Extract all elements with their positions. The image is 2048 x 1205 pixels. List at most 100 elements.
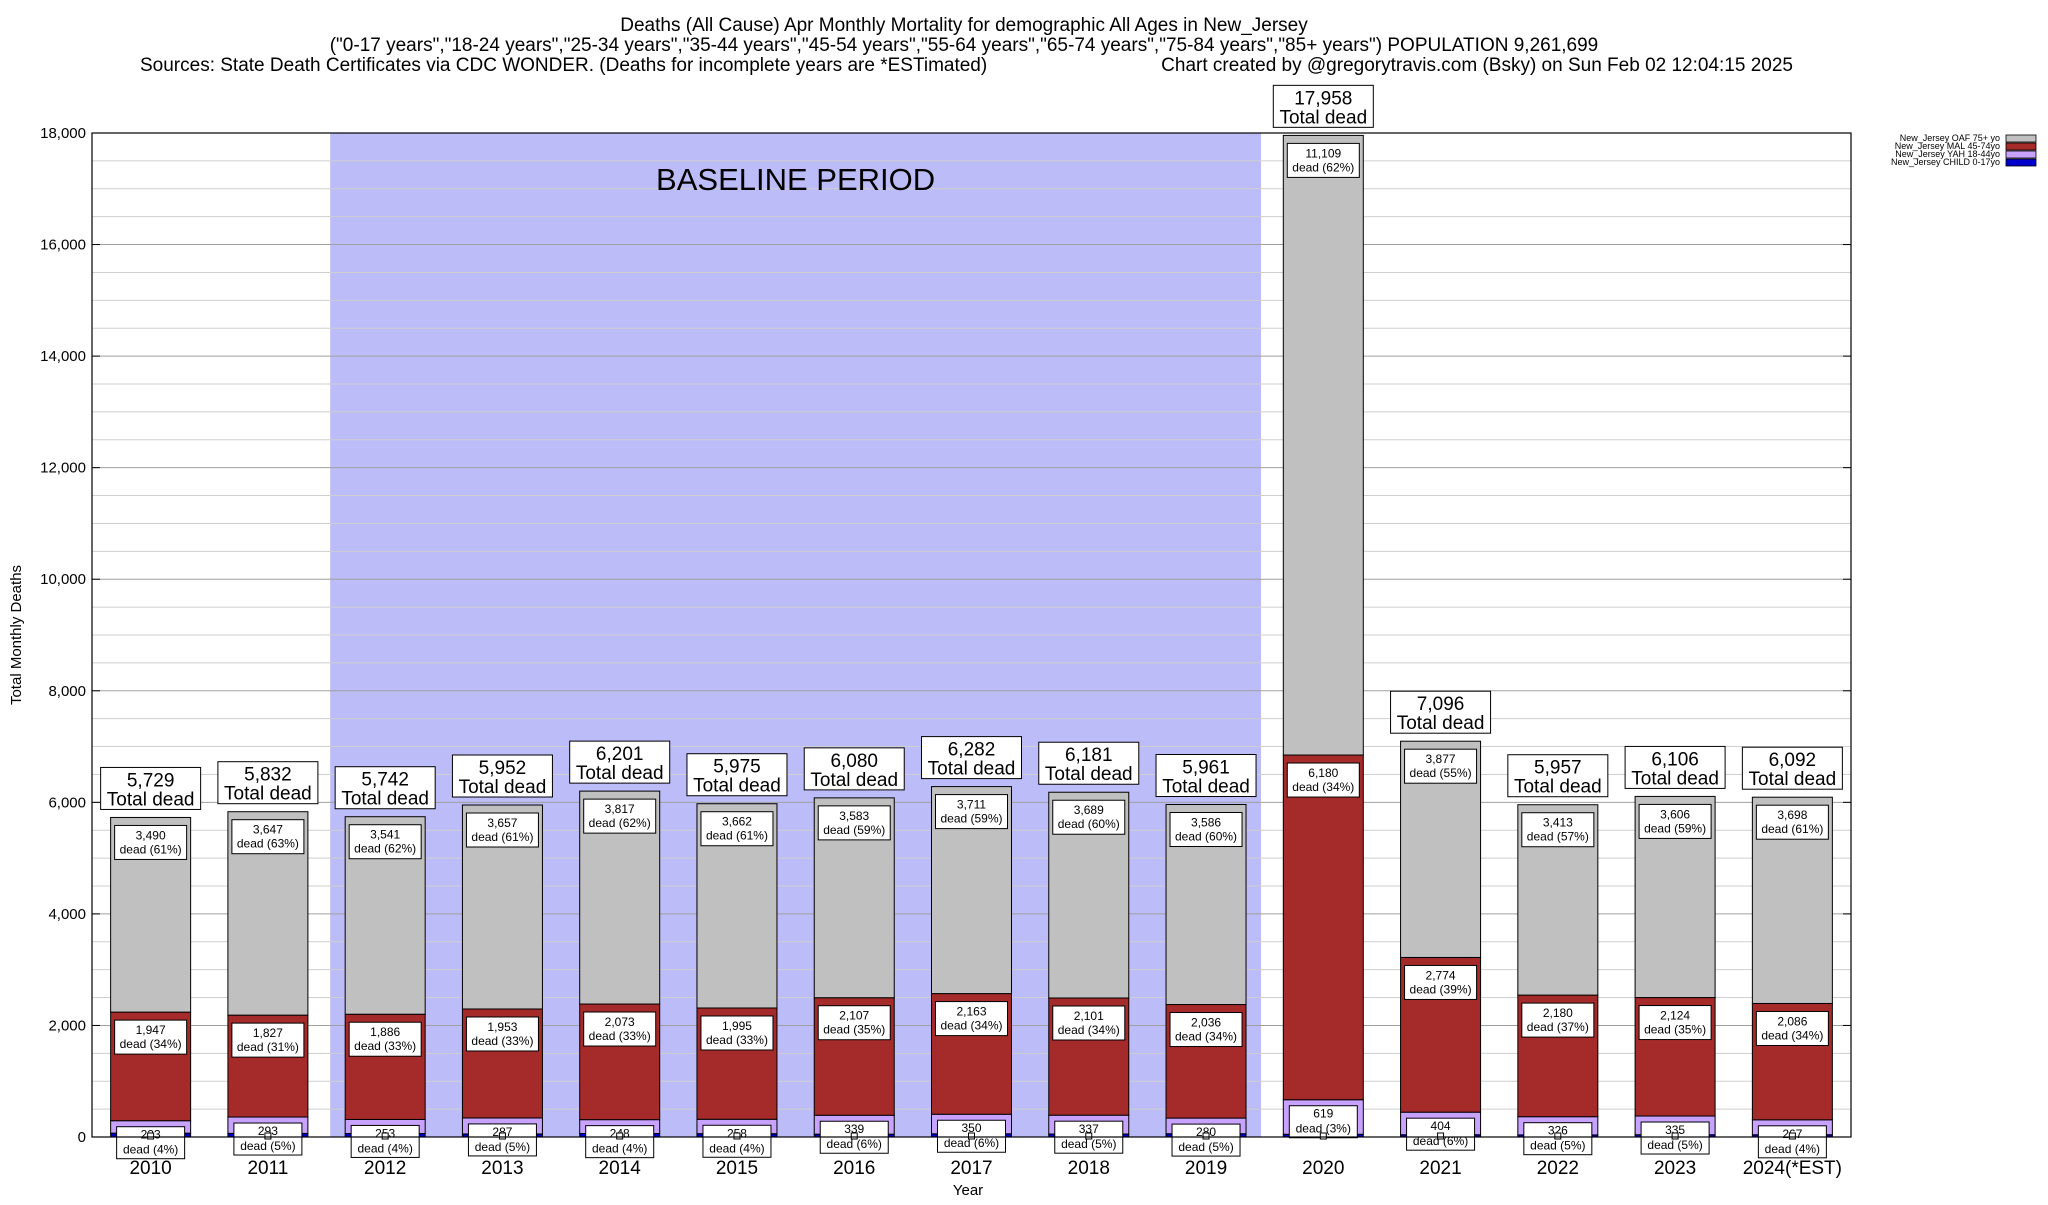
legend-swatch-yah	[2005, 150, 2037, 159]
segment-label-box	[935, 794, 1008, 830]
total-label-box	[803, 747, 905, 791]
total-value-label: 5,975	[713, 757, 761, 778]
segment-value-label: 1,827	[253, 1026, 283, 1040]
segment-value-label: 2,774	[1426, 968, 1456, 982]
segment-percent-label: dead (4%)	[1765, 1142, 1820, 1156]
total-value-label: 5,957	[1534, 758, 1582, 779]
y-axis-label: Total Monthly Deaths	[8, 565, 25, 705]
segment-value-label: 3,647	[253, 823, 283, 837]
total-label-box	[686, 753, 788, 797]
segment-percent-label: dead (60%)	[1058, 817, 1120, 831]
segment-label-box	[1638, 1005, 1712, 1041]
segment-value-label: 1,953	[487, 1020, 517, 1034]
legend-swatch-child	[2005, 158, 2037, 167]
segment-percent-label: dead (34%)	[1175, 1030, 1237, 1044]
total-suffix-label: Total dead	[107, 789, 195, 810]
x-tick-label: 2011	[247, 1158, 288, 1179]
x-axis-label: Year	[953, 1182, 983, 1199]
segment-label-box	[1052, 1005, 1126, 1041]
y-tick-label: 12,000	[40, 460, 86, 477]
segment-value-label: 339	[844, 1122, 864, 1136]
x-tick-label: 2010	[129, 1158, 171, 1179]
segment-percent-label: dead (5%)	[1647, 1138, 1702, 1152]
total-label-box	[1507, 754, 1609, 798]
segment-label-box	[467, 1123, 537, 1157]
x-tick-label: 2012	[364, 1158, 406, 1179]
segment-label-box	[1169, 1012, 1243, 1048]
segment-value-label: 3,689	[1074, 803, 1104, 817]
segment-value-label: 3,606	[1660, 807, 1690, 821]
chart-title-line1: Deaths (All Cause) Apr Monthly Mortality…	[620, 15, 1308, 36]
segment-label-box	[585, 1125, 655, 1159]
total-label-box	[217, 761, 319, 805]
segment-percent-label: dead (34%)	[1058, 1023, 1120, 1037]
segment-percent-label: dead (37%)	[1527, 1020, 1589, 1034]
chart-title-line2: ("0-17 years","18-24 years","25-34 years…	[330, 35, 1599, 56]
segment-label-box	[700, 811, 774, 847]
segment-label-box	[231, 1022, 305, 1058]
segment-value-label: 1,886	[370, 1025, 400, 1039]
x-tick-label: 2016	[833, 1158, 875, 1179]
total-suffix-label: Total dead	[693, 776, 781, 797]
segment-value-label: 619	[1313, 1107, 1333, 1121]
legend-swatch-oaf	[2005, 134, 2037, 143]
segment-percent-label: dead (4%)	[592, 1142, 647, 1156]
segment-label-box	[1286, 142, 1360, 178]
segment-percent-label: dead (61%)	[1761, 822, 1823, 836]
segment-percent-label: dead (6%)	[944, 1136, 999, 1150]
total-value-label: 6,080	[830, 751, 878, 772]
segment-percent-label: dead (3%)	[1296, 1122, 1351, 1136]
child-marker	[1319, 1132, 1327, 1140]
segment-value-label: 404	[1431, 1119, 1451, 1133]
total-value-label: 5,832	[244, 765, 292, 786]
child-marker	[1671, 1132, 1679, 1140]
segment-value-label: 1,947	[136, 1023, 166, 1037]
child-marker	[733, 1132, 741, 1140]
x-tick-label: 2017	[950, 1158, 992, 1179]
total-value-label: 5,952	[479, 758, 527, 779]
legend-swatch-mal	[2005, 142, 2037, 151]
x-tick-label: 2021	[1419, 1158, 1461, 1179]
segment-percent-label: dead (34%)	[120, 1037, 182, 1051]
total-value-label: 5,729	[127, 770, 175, 791]
segment-percent-label: dead (34%)	[1761, 1028, 1823, 1042]
child-marker	[264, 1132, 272, 1140]
y-tick-label: 18,000	[40, 125, 86, 142]
x-tick-label: 2023	[1654, 1158, 1696, 1179]
segment-value-label: 11,109	[1305, 146, 1341, 160]
y-tick-label: 2,000	[48, 1017, 86, 1034]
segment-value-label: 3,490	[136, 828, 166, 842]
segment-percent-label: dead (33%)	[589, 1029, 651, 1043]
total-suffix-label: Total dead	[1162, 777, 1250, 798]
x-tick-label: 2022	[1537, 1158, 1579, 1179]
segment-label-box	[465, 812, 539, 848]
segment-value-label: 3,711	[957, 798, 986, 812]
bar-segment-oaf	[1282, 134, 1364, 756]
total-value-label: 7,096	[1417, 694, 1465, 715]
segment-percent-label: dead (33%)	[471, 1034, 533, 1048]
segment-value-label: 3,698	[1777, 808, 1807, 822]
y-tick-label: 8,000	[48, 683, 86, 700]
segment-value-label: 2,073	[605, 1015, 635, 1029]
total-value-label: 6,282	[948, 740, 996, 761]
child-marker	[147, 1132, 155, 1140]
total-value-label: 5,742	[361, 770, 409, 791]
total-value-label: 5,961	[1182, 758, 1230, 779]
child-marker	[498, 1132, 506, 1140]
legend-label: New_Jersey YAH 18-44yo	[1895, 149, 2000, 159]
segment-label-box	[1171, 1123, 1241, 1157]
segment-value-label: 2,086	[1777, 1014, 1807, 1028]
segment-percent-label: dead (31%)	[237, 1040, 299, 1054]
segment-value-label: 2,124	[1660, 1009, 1690, 1023]
segment-label-box	[1052, 799, 1126, 835]
segment-label-box	[935, 1001, 1008, 1037]
segment-percent-label: dead (34%)	[940, 1019, 1002, 1033]
x-tick-label: 2015	[716, 1158, 758, 1179]
segment-label-box	[1755, 1010, 1829, 1046]
segment-label-box	[1288, 1105, 1358, 1139]
x-tick-label: 2019	[1185, 1158, 1227, 1179]
x-tick-label: 2013	[481, 1158, 523, 1179]
segment-percent-label: dead (59%)	[940, 812, 1002, 826]
